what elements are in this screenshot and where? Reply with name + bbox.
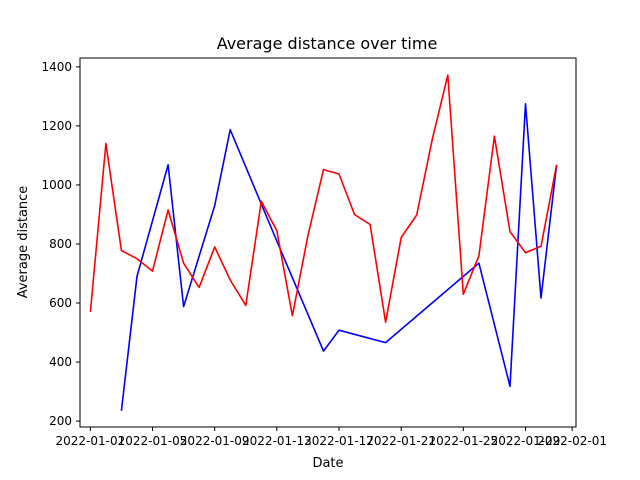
x-tick-label-2: 2022-01-09 [180, 434, 250, 448]
series-line-2 [89, 74, 558, 323]
chart-title: Average distance over time [217, 34, 438, 53]
y-axis-ticks: 200 400 600 800 1000 1200 1400 [41, 60, 80, 428]
x-tick-label-4: 2022-01-17 [304, 434, 374, 448]
x-axis-label: Date [312, 456, 343, 471]
y-tick-label-2: 600 [49, 296, 72, 310]
series-layer [89, 74, 558, 411]
y-tick-label-6: 1400 [41, 60, 72, 74]
y-tick-label-0: 200 [49, 414, 72, 428]
y-tick-label-3: 800 [49, 237, 72, 251]
y-tick-label-4: 1000 [41, 178, 72, 192]
x-tick-label-1: 2022-01-05 [118, 434, 188, 448]
x-axis-ticks: 2022-01-012022-01-052022-01-092022-01-13… [55, 427, 607, 448]
y-tick-label-1: 400 [49, 355, 72, 369]
x-tick-label-5: 2022-01-21 [366, 434, 436, 448]
x-tick-label-8: 2022-02-01 [537, 434, 607, 448]
x-tick-label-6: 2022-01-25 [428, 434, 498, 448]
x-tick-label-0: 2022-01-01 [55, 434, 125, 448]
y-tick-label-5: 1200 [41, 119, 72, 133]
plot-frame [79, 57, 577, 428]
x-tick-label-7: 2022-01-29 [491, 434, 561, 448]
x-tick-label-3: 2022-01-13 [242, 434, 312, 448]
y-axis-label: Average distance [16, 186, 31, 299]
